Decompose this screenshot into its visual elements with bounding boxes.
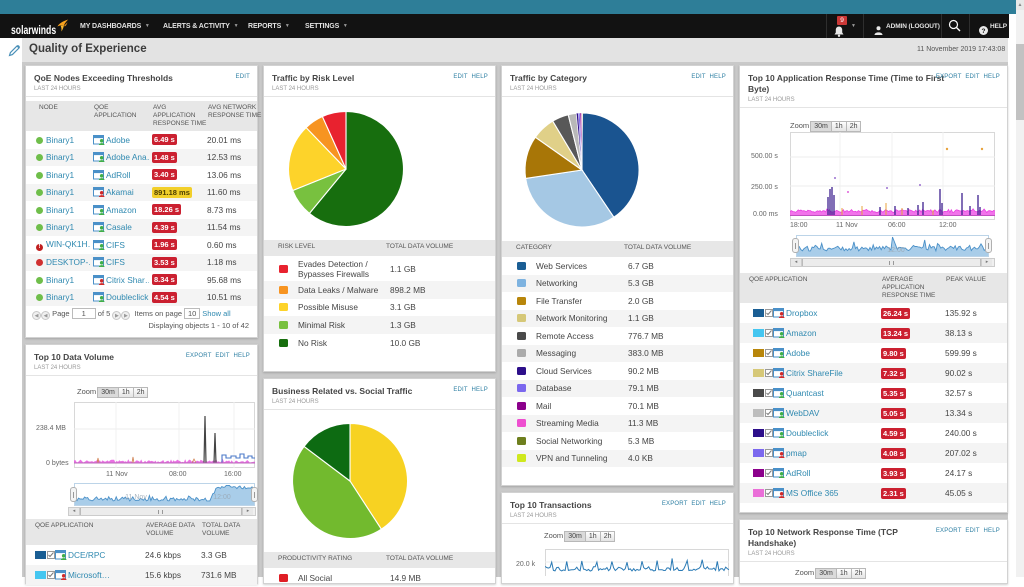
svg-text:?: ? (982, 28, 986, 35)
svg-text:11 Nov: 11 Nov (125, 494, 147, 501)
svg-text:12:00: 12:00 (213, 494, 231, 501)
svg-text:12:00: 12:00 (887, 247, 905, 254)
